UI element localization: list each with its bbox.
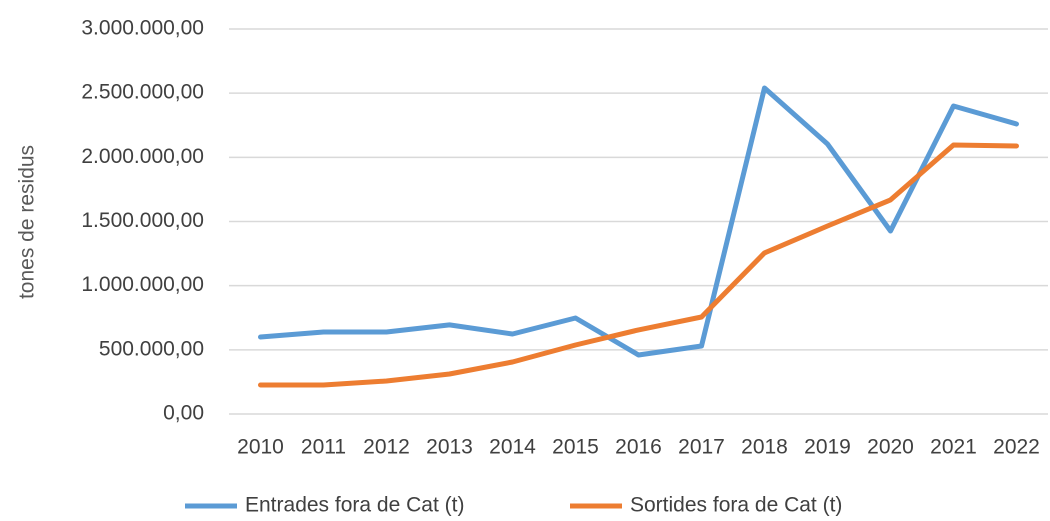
x-tick-label: 2022 — [993, 436, 1040, 459]
y-axis-title: tones de residus — [16, 145, 39, 299]
y-tick-label: 1.500.000,00 — [81, 209, 204, 232]
x-tick-label: 2016 — [615, 436, 662, 459]
legend-label: Entrades fora de Cat (t) — [245, 494, 464, 517]
legend-label: Sortides fora de Cat (t) — [630, 494, 842, 517]
y-tick-label: 2.000.000,00 — [81, 145, 204, 168]
series-line — [258, 142, 1019, 388]
y-tick-label: 1.000.000,00 — [81, 273, 204, 296]
y-tick-label: 0,00 — [163, 402, 204, 425]
series-line — [258, 85, 1019, 358]
x-tick-label: 2011 — [301, 436, 346, 459]
x-tick-label: 2013 — [426, 436, 473, 459]
y-tick-label: 2.500.000,00 — [81, 81, 204, 104]
x-tick-label: 2019 — [804, 436, 851, 459]
x-tick-label: 2021 — [930, 436, 977, 459]
x-tick-label: 2015 — [552, 436, 599, 459]
y-tick-label: 3.000.000,00 — [81, 17, 204, 40]
x-tick-label: 2014 — [489, 436, 536, 459]
x-tick-label: 2012 — [363, 436, 410, 459]
x-tick-label: 2020 — [867, 436, 914, 459]
x-tick-label: 2010 — [237, 436, 284, 459]
y-tick-label: 500.000,00 — [99, 337, 204, 360]
x-tick-label: 2017 — [678, 436, 725, 459]
x-tick-label: 2018 — [741, 436, 788, 459]
